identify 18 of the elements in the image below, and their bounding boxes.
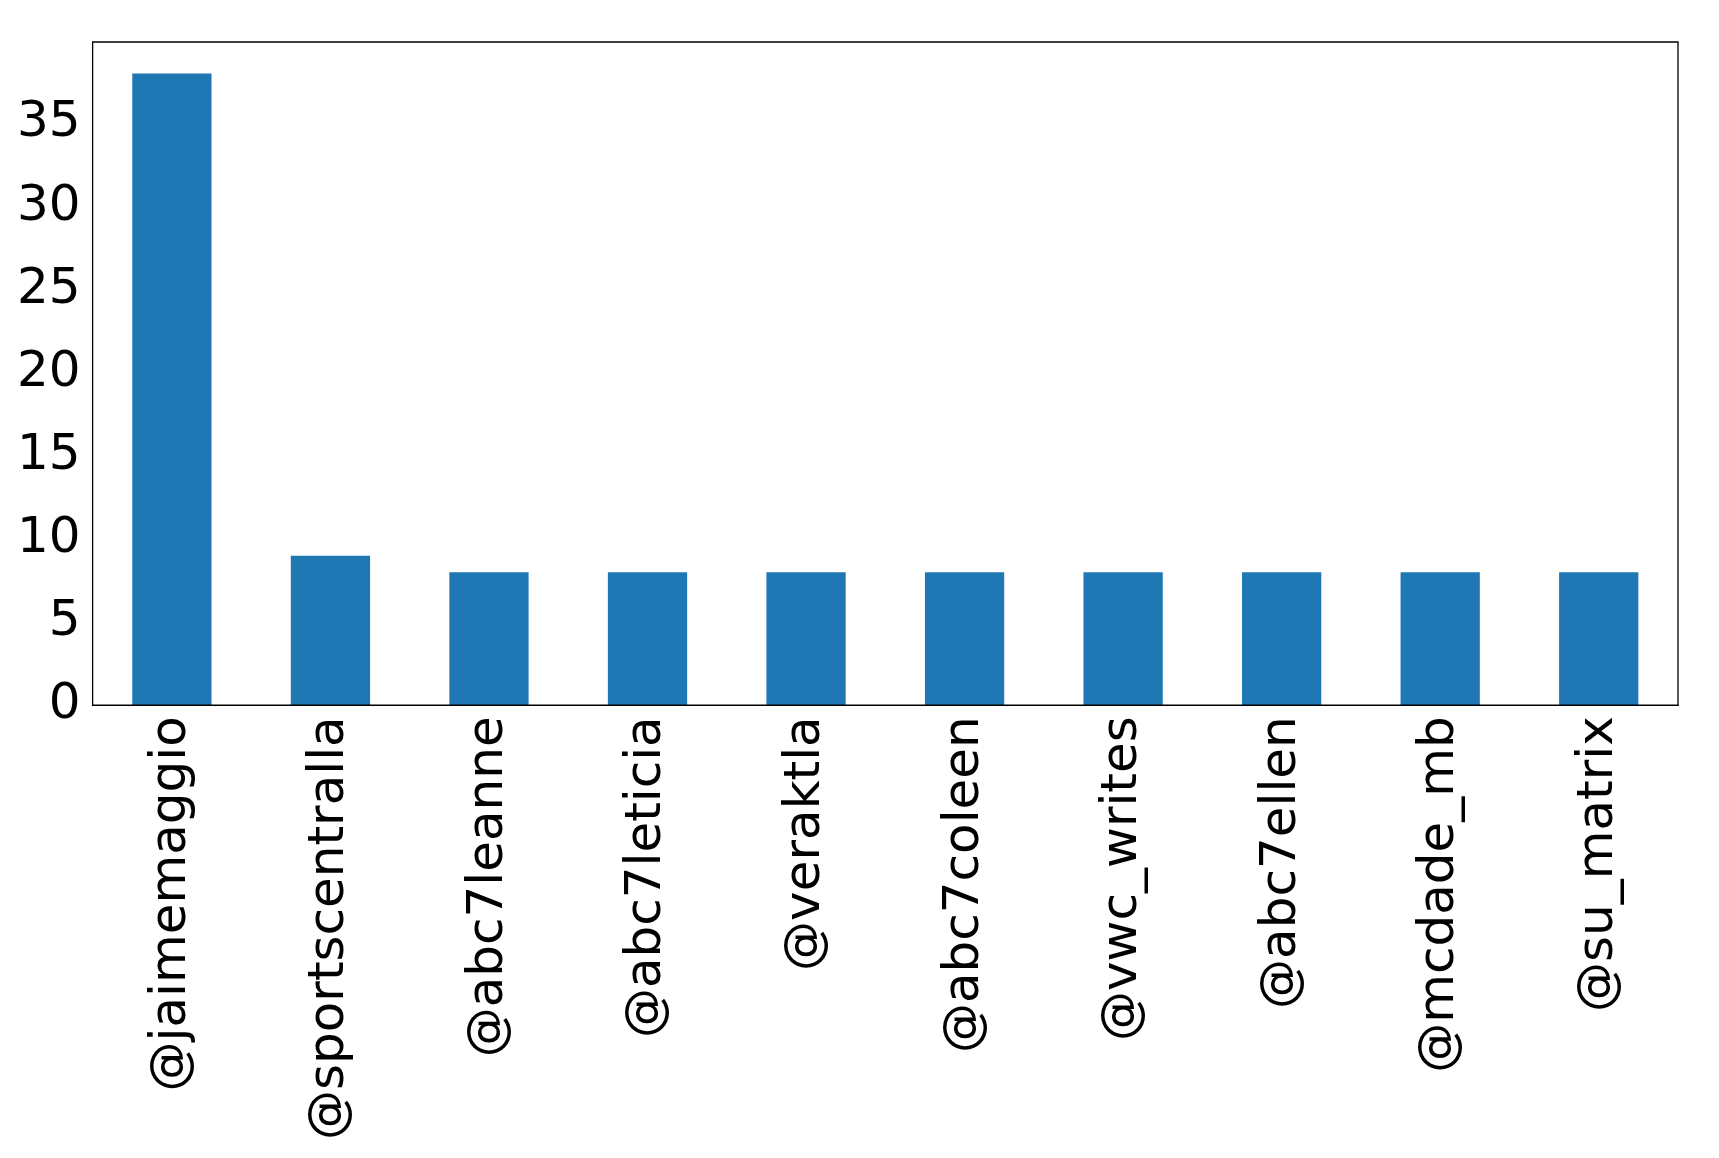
x-tick-label: @abc7coleen (931, 716, 990, 1054)
x-tick-label: @jaimemaggio (138, 716, 197, 1092)
x-tick-label: @abc7leticia (614, 716, 673, 1039)
y-tick-label: 0 (48, 672, 81, 731)
x-tick-label: @su_matrix (1565, 716, 1624, 1012)
x-tick-label: @veraktla (773, 716, 832, 971)
x-tick-label: @sportscentralla (297, 716, 356, 1141)
y-tick-label: 30 (17, 173, 81, 232)
y-tick-label: 20 (17, 339, 81, 398)
x-tick-label: @mcdade_mb (1407, 716, 1466, 1073)
x-tick-label: @vwc_writes (1090, 716, 1149, 1041)
y-tick-label: 5 (48, 589, 81, 648)
x-tick-label: @abc7ellen (1248, 716, 1307, 1009)
y-tick-label: 10 (17, 506, 81, 564)
y-tick-label: 25 (17, 256, 81, 315)
y-tick-label: 15 (17, 422, 81, 481)
y-tick-label: 35 (17, 90, 81, 149)
x-tick-label: @abc7leanne (455, 716, 514, 1058)
